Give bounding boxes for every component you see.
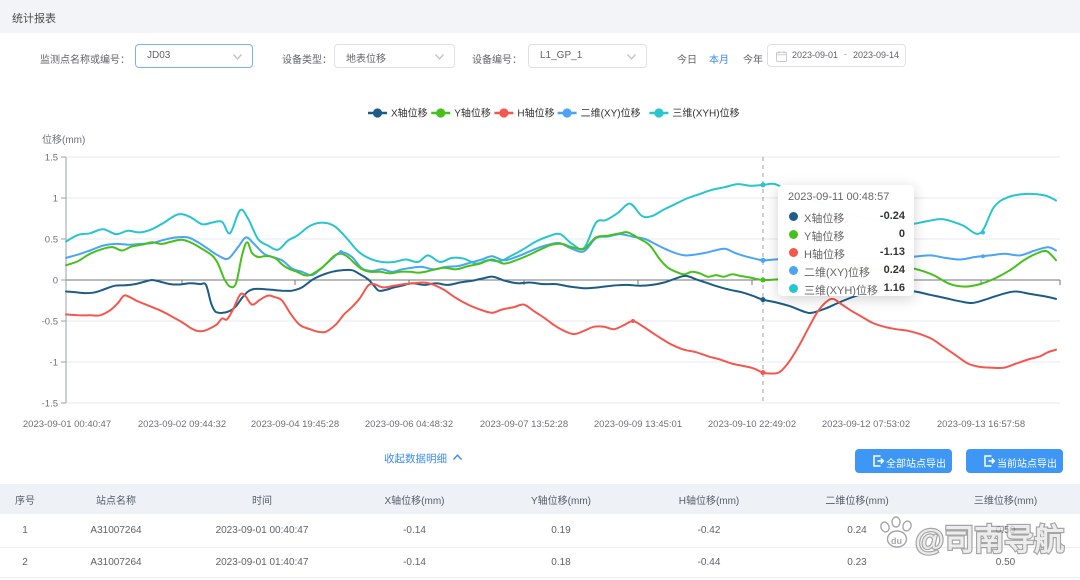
svg-text:二维(XY)位移: 二维(XY)位移 xyxy=(581,107,641,120)
svg-text:2023-09-09 13:45:01: 2023-09-09 13:45:01 xyxy=(594,419,682,430)
svg-text:2023-09-10 22:49:02: 2023-09-10 22:49:02 xyxy=(708,419,796,430)
svg-text:2023-09-01 00:40:47: 2023-09-01 00:40:47 xyxy=(23,419,111,430)
svg-text:2023-09-04 19:45:28: 2023-09-04 19:45:28 xyxy=(251,419,339,430)
svg-text:du: du xyxy=(891,536,902,546)
svg-text:位移(mm): 位移(mm) xyxy=(42,133,85,146)
svg-text:@司南导航: @司南导航 xyxy=(915,523,1064,557)
svg-text:Y轴位移: Y轴位移 xyxy=(454,107,491,120)
svg-text:1.5: 1.5 xyxy=(45,153,58,164)
svg-text:2023-09-12 07:53:02: 2023-09-12 07:53:02 xyxy=(822,419,910,430)
svg-text:-1: -1 xyxy=(50,358,58,369)
svg-text:2023-09-07 13:52:28: 2023-09-07 13:52:28 xyxy=(480,419,568,430)
svg-text:2023-09-13 16:57:58: 2023-09-13 16:57:58 xyxy=(937,419,1025,430)
svg-text:三维(XYH)位移: 三维(XYH)位移 xyxy=(672,107,739,120)
svg-text:H轴位移: H轴位移 xyxy=(517,107,554,120)
svg-text:1: 1 xyxy=(53,194,58,205)
svg-text:2023-09-06 04:48:32: 2023-09-06 04:48:32 xyxy=(365,419,453,430)
svg-text:0.5: 0.5 xyxy=(45,235,58,246)
svg-text:-1.5: -1.5 xyxy=(42,399,58,410)
svg-text:-0.5: -0.5 xyxy=(42,317,58,328)
svg-text:X轴位移: X轴位移 xyxy=(391,107,428,120)
svg-text:2023-09-02 09:44:32: 2023-09-02 09:44:32 xyxy=(138,419,226,430)
svg-text:0: 0 xyxy=(53,276,58,287)
